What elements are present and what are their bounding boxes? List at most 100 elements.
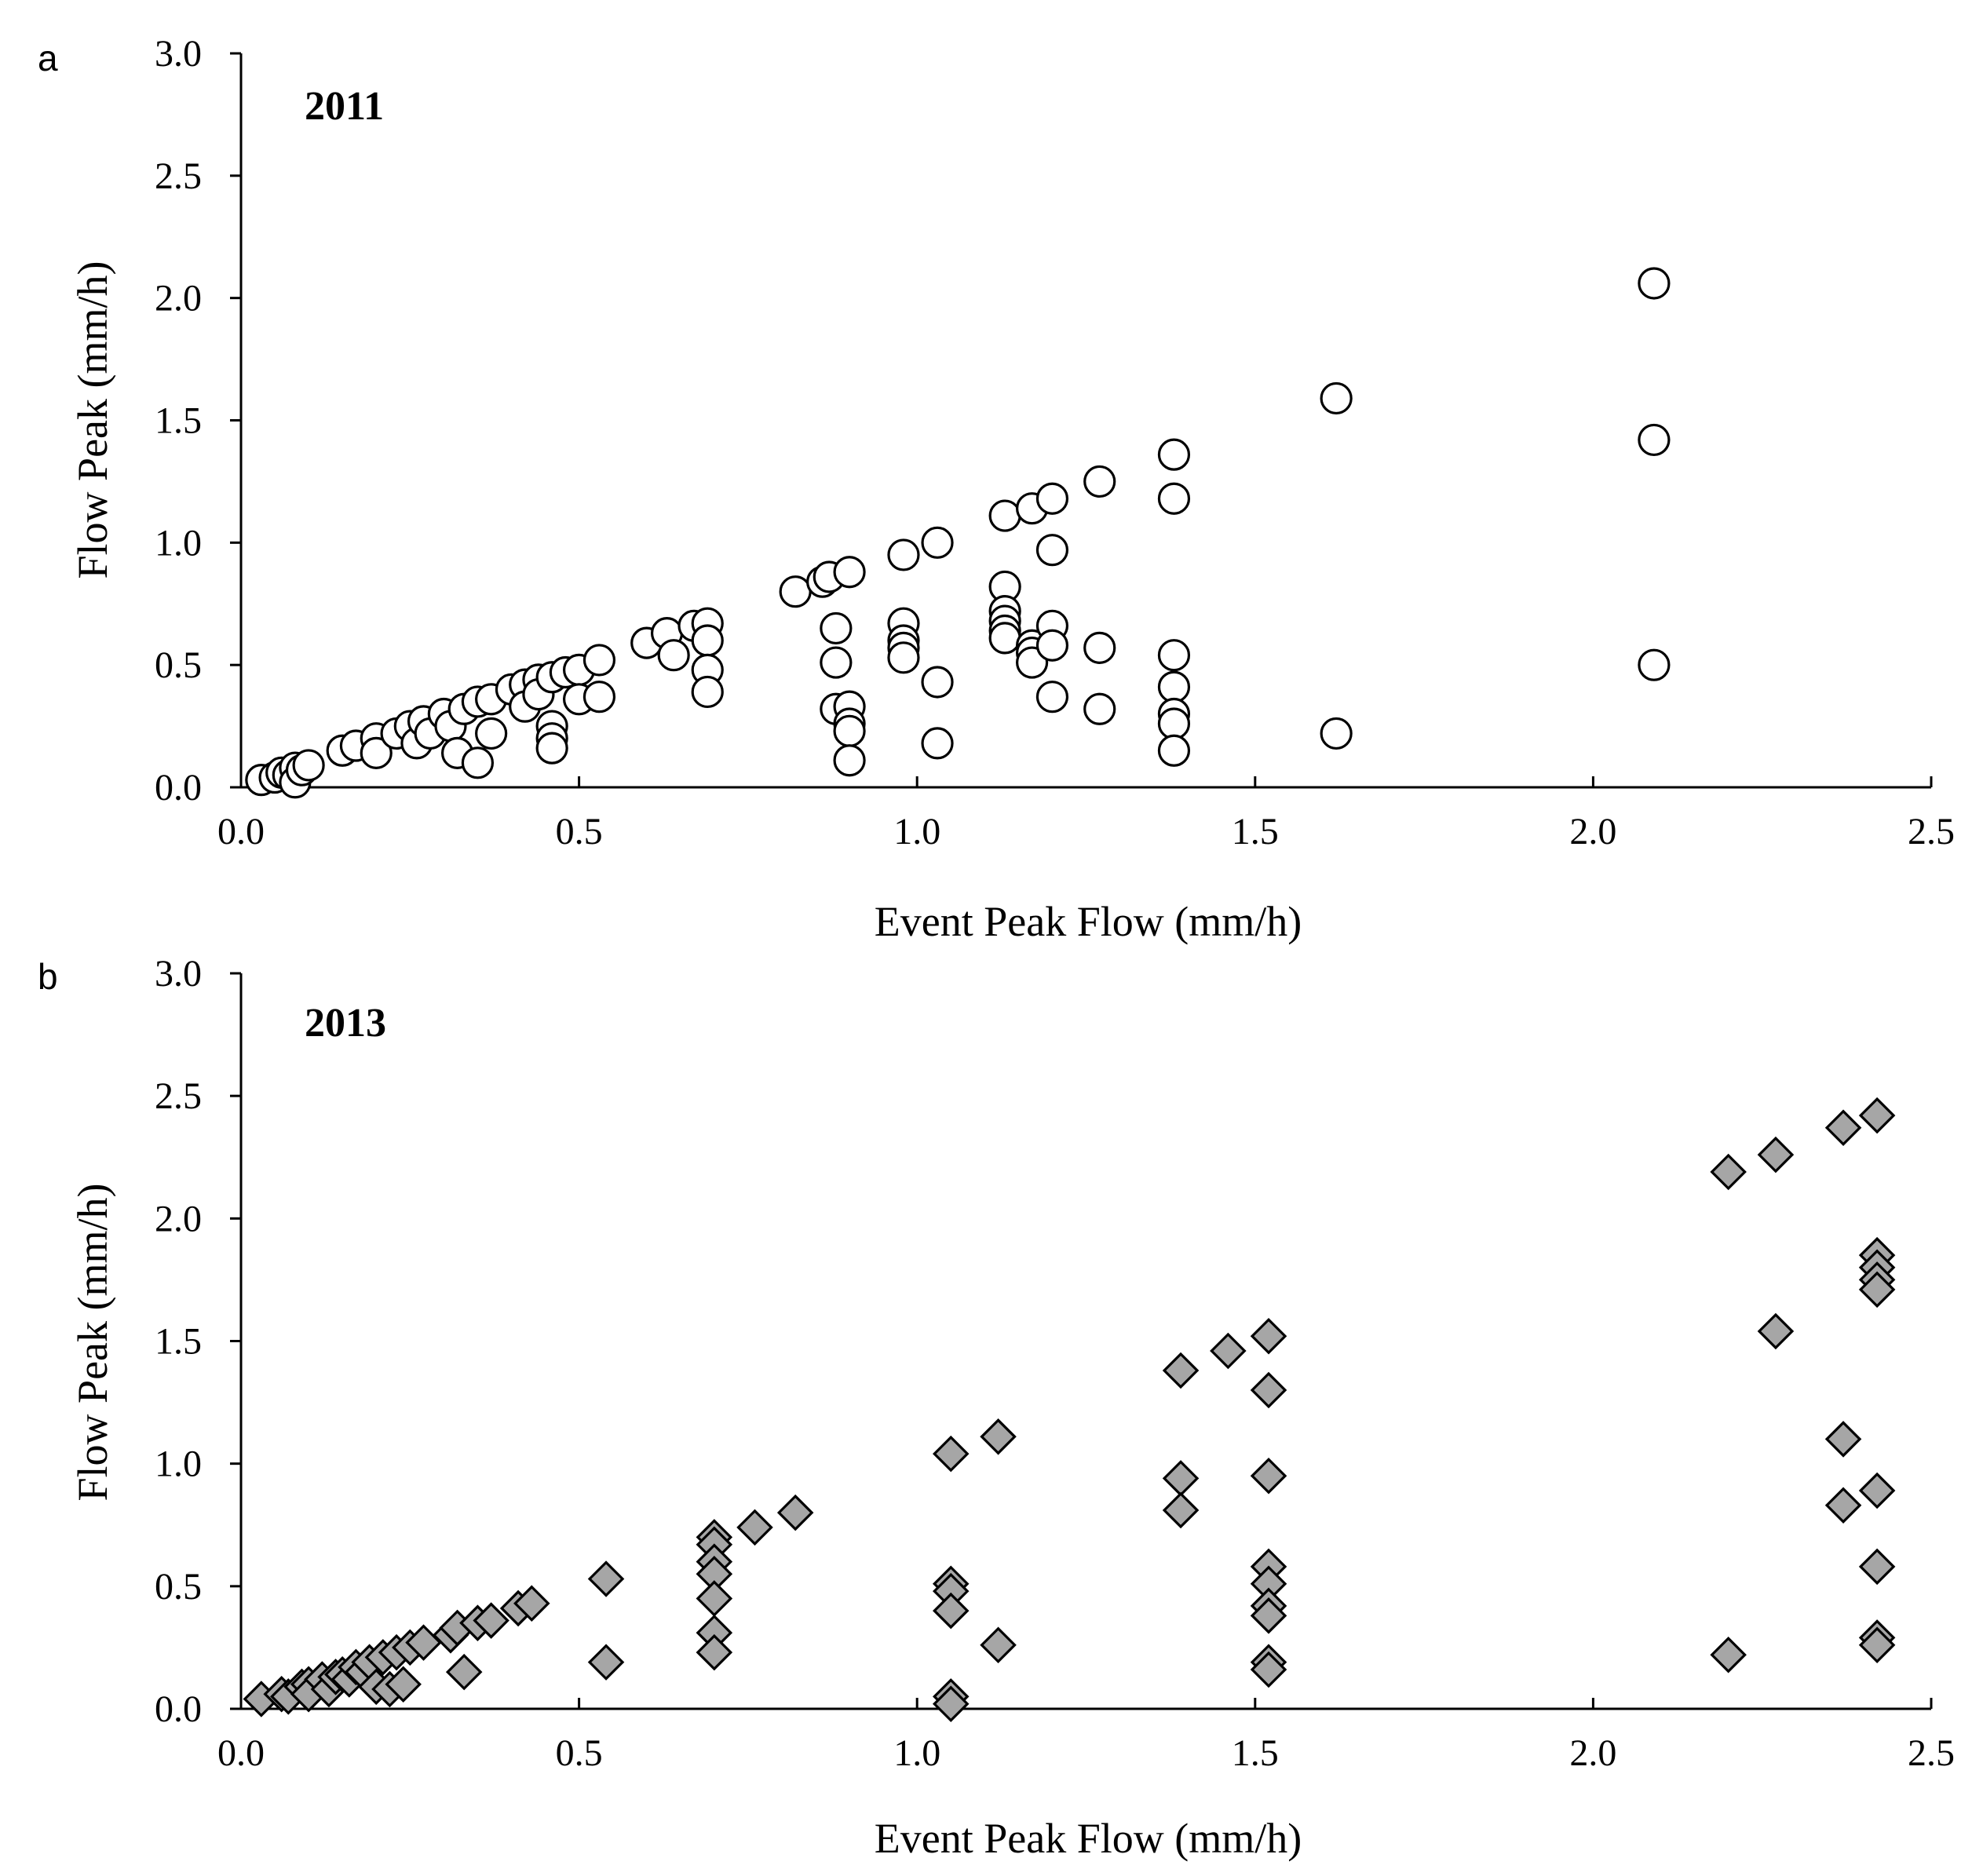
panel-a-data-point bbox=[292, 749, 325, 782]
panel-b-y-tick-label: 2.0 bbox=[155, 1198, 202, 1239]
panel-a-data-point bbox=[1320, 717, 1353, 750]
panel-a-y-tick-label: 1.0 bbox=[155, 522, 202, 564]
panel-a-x-tick-label: 0.5 bbox=[556, 811, 603, 852]
panel-b-data-point bbox=[1757, 1312, 1795, 1350]
panel-a-x-tick-label: 2.5 bbox=[1908, 811, 1955, 852]
panel-a-data-point bbox=[1035, 534, 1069, 567]
panel-b-y-tick-label: 1.0 bbox=[155, 1443, 202, 1485]
panel-a-data-point bbox=[1035, 681, 1069, 714]
panel-a-x-axis-title: Event Peak Flow (mm/h) bbox=[875, 898, 1302, 945]
panel-b-y-axis-title: Flow Peak (mm/h) bbox=[69, 1184, 116, 1502]
panel-b-data-point bbox=[1858, 1548, 1896, 1586]
panel-a-data-point bbox=[1083, 465, 1116, 498]
panel-b-data-point bbox=[1162, 1491, 1200, 1529]
panel-a-data-point bbox=[820, 611, 853, 645]
panel-a-data-point bbox=[582, 644, 616, 677]
panel-b-data-point bbox=[1250, 1458, 1287, 1495]
panel-b-x-tick-label: 1.5 bbox=[1232, 1732, 1279, 1774]
panel-a-axes: 0.0 0.5 1.0 1.5 2.0 2.5 3.0 0.0 0.5 1.0 1.5 2.0 2.5 bbox=[155, 33, 1955, 852]
panel-b-data-point bbox=[1710, 1153, 1747, 1191]
panel-a-data-point bbox=[1083, 631, 1116, 664]
panel-a-y-tick-label: 0.0 bbox=[155, 767, 202, 808]
panel-b-data-point bbox=[932, 1435, 970, 1473]
panel-b-data-point bbox=[445, 1653, 483, 1691]
panel-a-data-point bbox=[1320, 381, 1353, 415]
panel-b-data-point bbox=[980, 1626, 1017, 1664]
panel-a-data-point bbox=[1157, 707, 1191, 740]
panel-b-data-point bbox=[1824, 1487, 1862, 1524]
panel-b-data-point bbox=[1250, 1317, 1287, 1355]
panel-a-data-point bbox=[691, 624, 724, 657]
panel-b-x-axis-title: Event Peak Flow (mm/h) bbox=[875, 1815, 1302, 1862]
panel-a-y-tick-label: 1.5 bbox=[155, 400, 202, 442]
panel-b-data-point bbox=[1250, 1371, 1287, 1409]
panel-b-y-tick-label: 0.0 bbox=[155, 1688, 202, 1730]
panel-b-data-point bbox=[1824, 1109, 1862, 1147]
panel-a-data-point bbox=[1638, 423, 1671, 457]
panel-a-y-tick-label: 3.0 bbox=[155, 33, 202, 75]
panel-b-data-point bbox=[696, 1580, 733, 1617]
panel-a-data-point bbox=[691, 675, 724, 709]
panel-b-x-tick-label: 1.0 bbox=[893, 1732, 940, 1774]
panel-b-data-point bbox=[1162, 1460, 1200, 1497]
panel-b-x-tick-label: 0.5 bbox=[556, 1732, 603, 1774]
panel-b-data-point bbox=[776, 1494, 814, 1531]
panel-b-data-point bbox=[473, 1602, 509, 1639]
panel-b-x-tick-label: 0.0 bbox=[217, 1732, 265, 1774]
panel-b-data-point bbox=[1757, 1136, 1795, 1173]
panel-a-data-point bbox=[535, 732, 568, 765]
panel-a-data-point bbox=[988, 499, 1021, 532]
panel-a-x-tick-label: 0.0 bbox=[217, 811, 265, 852]
panel-b-scatter-chart: b 2013 Event Peak Flow (mm/h) Flow Peak … bbox=[38, 953, 1955, 1862]
panel-a-y-tick-label: 0.5 bbox=[155, 644, 202, 686]
panel-a-data-point bbox=[833, 744, 866, 777]
panel-a-data-point bbox=[820, 646, 853, 679]
panel-a-data-point bbox=[582, 681, 616, 714]
panel-a-y-tick-label: 2.0 bbox=[155, 278, 202, 319]
panel-b-data-point bbox=[1710, 1637, 1747, 1673]
panel-a-data-point bbox=[1157, 734, 1191, 767]
panel-a-y-axis-title: Flow Peak (mm/h) bbox=[69, 261, 116, 579]
panel-b-data-point bbox=[1250, 1651, 1287, 1688]
panel-a-data-point bbox=[887, 538, 920, 571]
panel-a-data-point bbox=[988, 622, 1021, 655]
panel-b-data-point bbox=[1858, 1097, 1896, 1134]
panel-b-y-tick-label: 3.0 bbox=[155, 953, 202, 995]
panel-b-axes: 0.0 0.5 1.0 1.5 2.0 2.5 3.0 0.0 0.5 1.0 1.5 2.0 2.5 bbox=[155, 953, 1955, 1774]
panel-b-data-point bbox=[736, 1509, 773, 1546]
panel-a-data-point bbox=[657, 639, 690, 672]
panel-a-data-point bbox=[1157, 670, 1191, 703]
panel-b-y-tick-label: 0.5 bbox=[155, 1566, 202, 1608]
panel-a-data-point bbox=[1157, 482, 1191, 515]
panel-b-data-point bbox=[1162, 1352, 1200, 1389]
panel-a-x-tick-label: 1.0 bbox=[893, 811, 940, 852]
panel-b-data-point bbox=[980, 1418, 1017, 1455]
panel-b-x-tick-label: 2.0 bbox=[1569, 1732, 1616, 1774]
panel-b-data-point bbox=[1210, 1332, 1247, 1370]
panel-b-data-point bbox=[513, 1585, 550, 1622]
panel-a-data-point bbox=[360, 736, 393, 769]
panel-a-x-tick-label: 1.5 bbox=[1232, 811, 1279, 852]
panel-a-data-point bbox=[1638, 648, 1671, 681]
panel-b-data-point bbox=[1858, 1626, 1896, 1664]
panel-a-data-point bbox=[1035, 629, 1069, 662]
panel-a-data-point bbox=[1157, 438, 1191, 471]
panel-b-x-tick-label: 2.5 bbox=[1908, 1732, 1955, 1774]
panel-a-data-point bbox=[1157, 639, 1191, 672]
panel-b-y-tick-label: 1.5 bbox=[155, 1321, 202, 1363]
panel-a-data-point bbox=[833, 714, 866, 747]
panel-a-points bbox=[245, 267, 1671, 799]
panel-b-y-tick-label: 2.5 bbox=[155, 1075, 202, 1117]
panel-b-data-point bbox=[1858, 1472, 1896, 1509]
panel-b-data-point bbox=[932, 1685, 970, 1723]
panel-b-data-point bbox=[696, 1633, 733, 1671]
panel-a-data-point bbox=[1083, 692, 1116, 725]
panel-b-data-point bbox=[587, 1644, 625, 1681]
panel-a-data-point bbox=[475, 717, 508, 750]
panel-a-data-point bbox=[1035, 482, 1069, 515]
panel-a-data-point bbox=[779, 575, 812, 608]
panel-a-data-point bbox=[921, 727, 954, 760]
panel-a-data-point bbox=[833, 556, 866, 589]
panel-b-year-label: 2013 bbox=[305, 1001, 386, 1046]
